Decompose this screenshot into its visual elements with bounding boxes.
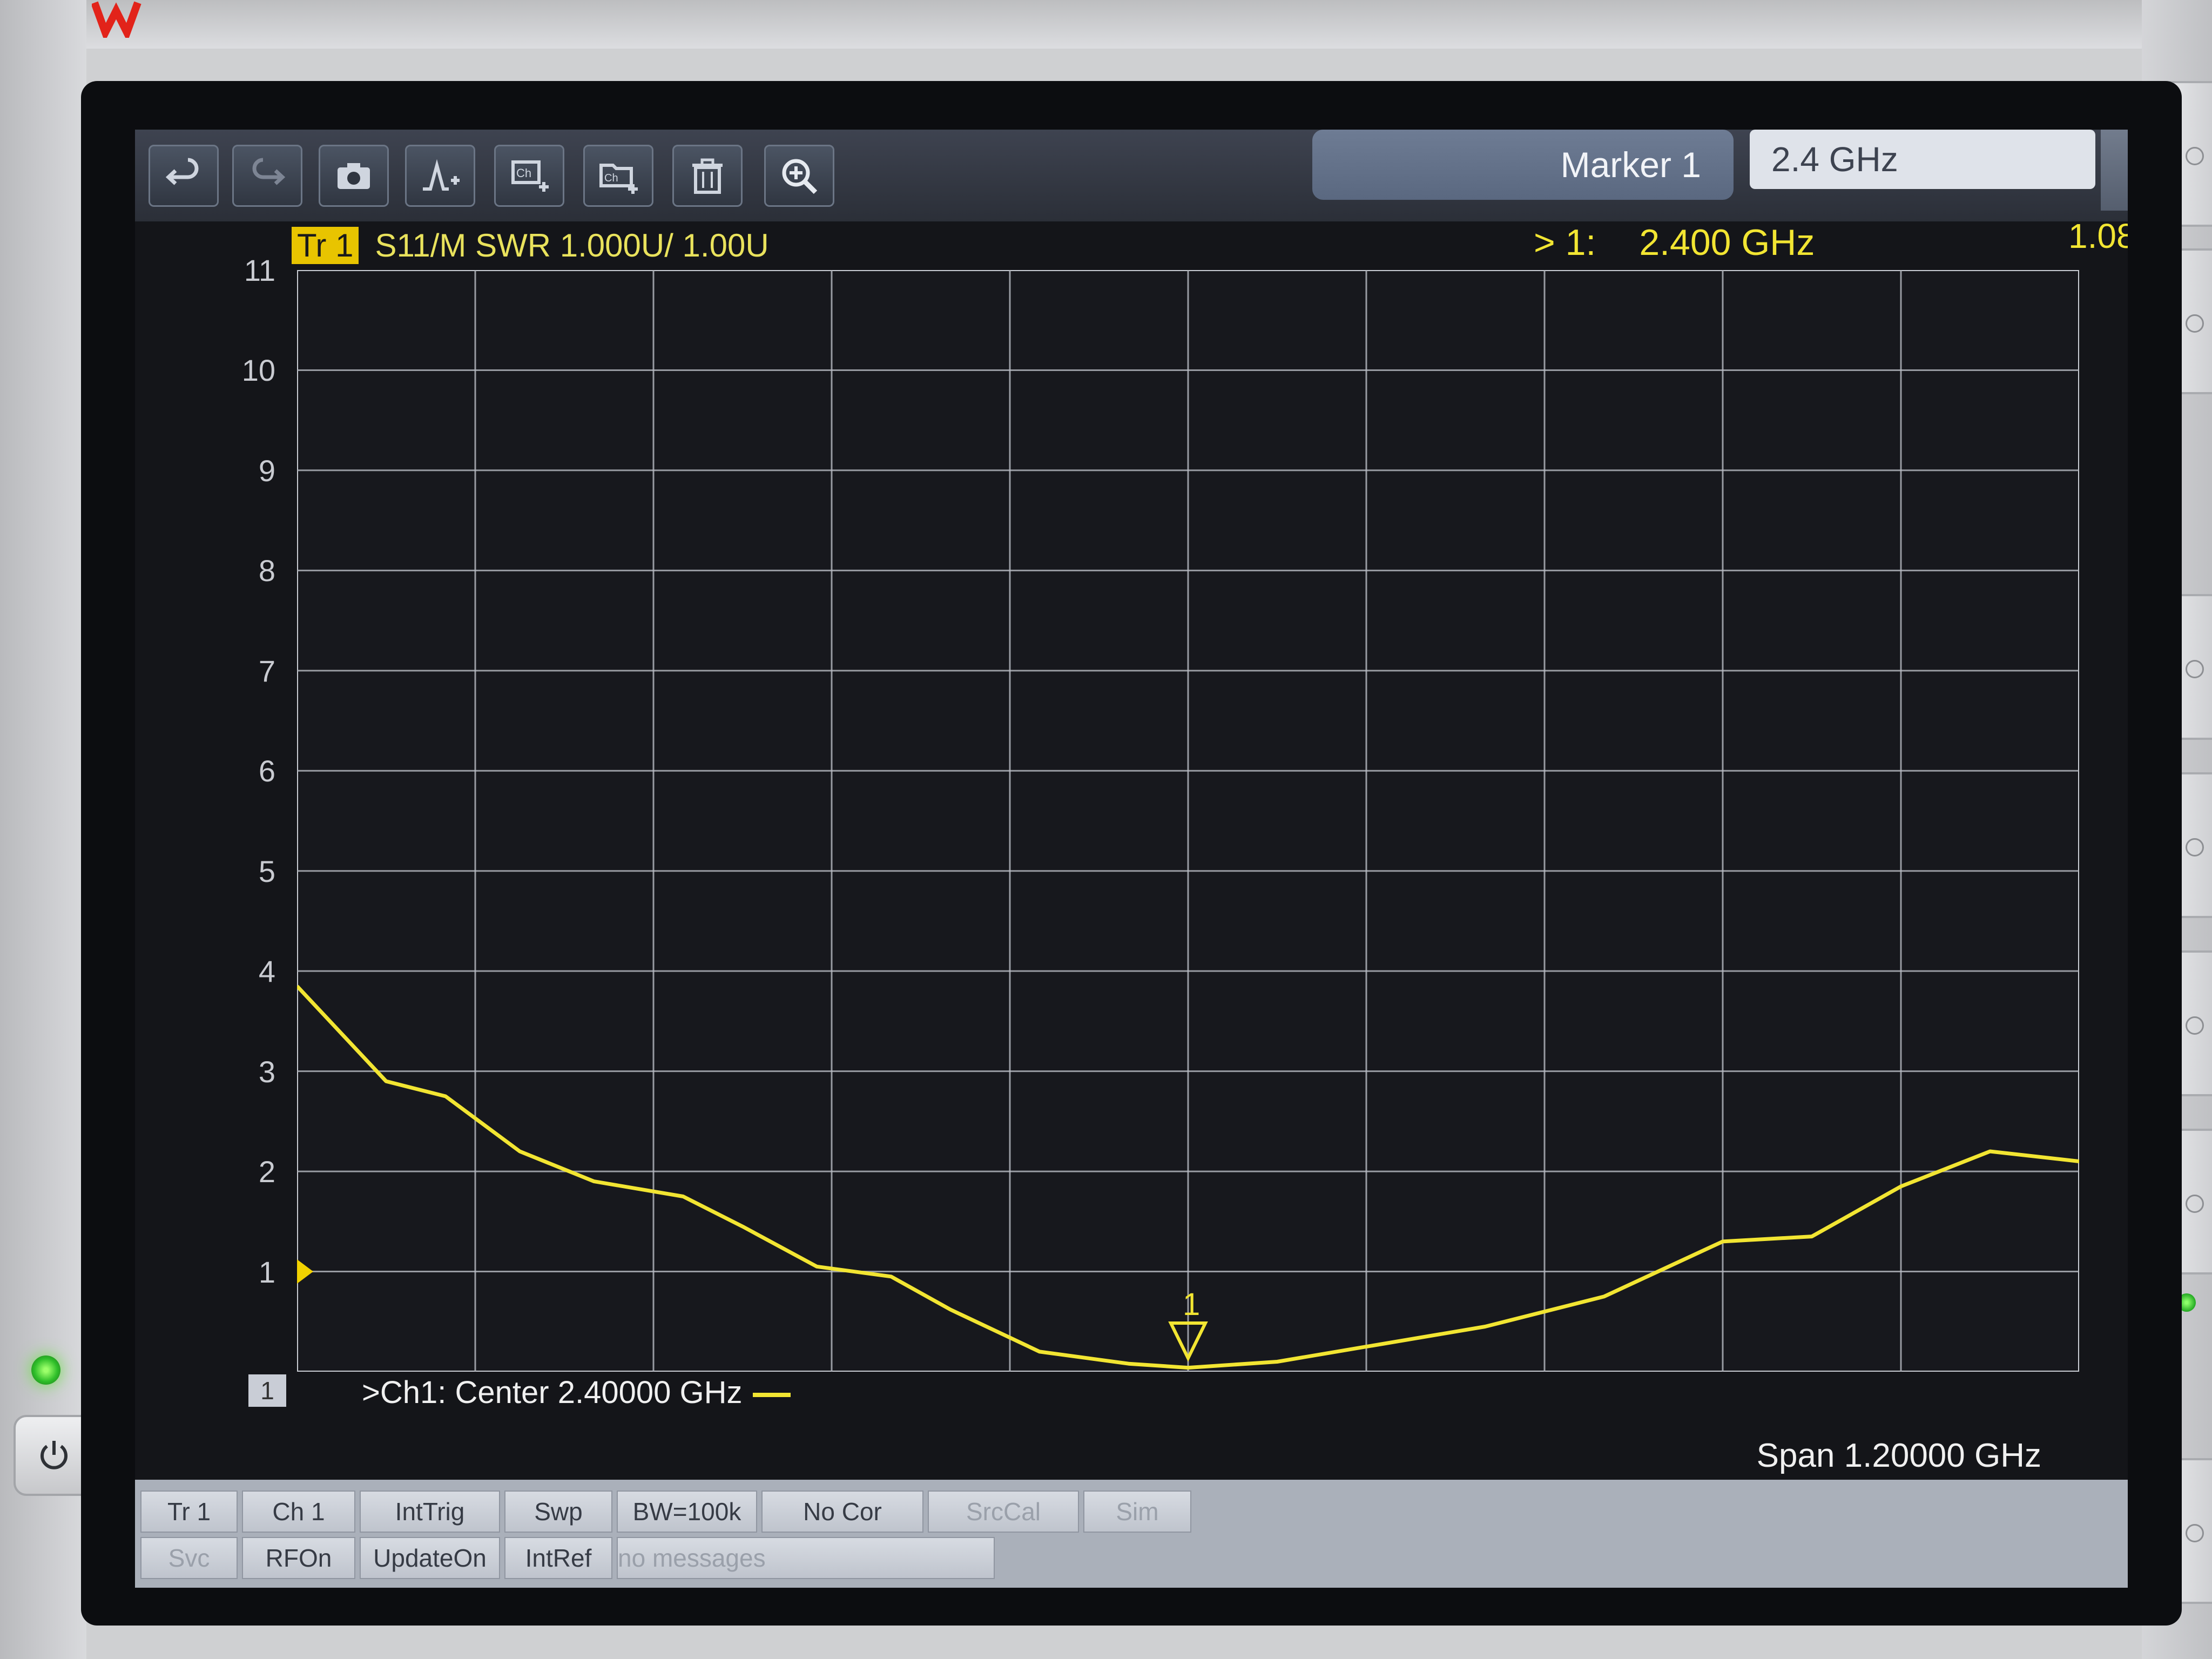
add-marker-button[interactable] <box>405 145 475 207</box>
marker-readout-index: > 1: <box>1534 222 1596 263</box>
status-cell[interactable]: Sim <box>1083 1491 1191 1533</box>
y-tick-label: 8 <box>258 554 275 588</box>
status-cell[interactable]: IntRef <box>504 1537 612 1579</box>
status-cell[interactable]: Swp <box>504 1491 612 1533</box>
center-frequency-text: >Ch1: Center 2.40000 GHz <box>362 1375 743 1410</box>
power-icon <box>41 1441 68 1469</box>
y-tick-label: 5 <box>258 854 275 888</box>
instrument-left-bezel <box>0 0 86 1659</box>
add-channel-button[interactable]: Ch <box>494 145 564 207</box>
y-tick-label: 3 <box>258 1054 275 1089</box>
marker-readout: > 1: 2.400 GHz <box>1534 221 1815 264</box>
add-channel-window-button[interactable]: Ch <box>583 145 653 207</box>
swr-trace <box>297 984 2079 1370</box>
center-frequency[interactable]: >Ch1: Center 2.40000 GHz <box>362 1374 791 1411</box>
brand-logo <box>91 0 173 42</box>
zoom-button[interactable] <box>764 145 834 207</box>
status-cell[interactable]: No Cor <box>761 1491 923 1533</box>
swr-plot[interactable]: 1 <box>297 270 2079 1372</box>
power-led <box>31 1355 60 1385</box>
status-bar: Tr 1 Ch 1 IntTrig Swp BW=100k No Cor SrcCal Sim… <box>135 1480 2128 1588</box>
marker-1-triangle <box>1168 1321 1208 1362</box>
marker-frequency-input[interactable]: 2.4 GHz <box>1750 130 2095 189</box>
trace-header[interactable]: Tr 1 S11/M SWR 1.000U/ 1.00U <box>292 227 769 264</box>
undo-button[interactable] <box>149 145 219 207</box>
screenshot-button[interactable] <box>319 145 389 207</box>
marker-1-label: 1 <box>1183 1287 1200 1322</box>
camera-icon <box>338 163 370 189</box>
status-cell[interactable]: RFOn <box>242 1537 355 1579</box>
status-cell[interactable]: SrcCal <box>928 1491 1079 1533</box>
redo-button[interactable] <box>232 145 302 207</box>
y-tick-label: 9 <box>258 453 275 488</box>
trash-icon <box>692 158 723 194</box>
trace-color-swatch <box>753 1392 791 1397</box>
y-tick-label: 6 <box>258 754 275 788</box>
channel-folder-add-icon: Ch <box>599 163 638 194</box>
instrument-top-bezel <box>0 0 2212 49</box>
marker-readout-frequency: 2.400 GHz <box>1639 222 1815 263</box>
y-tick-label: 1 <box>258 1255 275 1289</box>
message-area: no messages <box>617 1537 995 1579</box>
undo-icon <box>165 158 199 185</box>
marker-add-icon <box>423 159 460 191</box>
plot-area: Tr 1 S11/M SWR 1.000U/ 1.00U > 1: 2.400 GH… <box>135 217 2128 1480</box>
trace-description: S11/M SWR 1.000U/ 1.00U <box>375 227 769 264</box>
y-tick-label: 7 <box>258 653 275 688</box>
status-cell[interactable]: Ch 1 <box>242 1491 355 1533</box>
svg-text:Ch: Ch <box>516 166 531 180</box>
status-cell[interactable]: Svc <box>140 1537 238 1579</box>
status-cell[interactable]: UpdateOn <box>360 1537 500 1579</box>
span-frequency[interactable]: Span 1.20000 GHz <box>1756 1437 2041 1474</box>
channel-add-icon: Ch <box>511 160 549 192</box>
status-cell[interactable]: IntTrig <box>360 1491 500 1533</box>
zoom-icon <box>782 159 818 194</box>
y-tick-label: 11 <box>244 253 275 287</box>
redo-icon <box>252 158 286 185</box>
keypad-button[interactable] <box>2101 130 2128 211</box>
status-cell[interactable]: Tr 1 <box>140 1491 238 1533</box>
y-tick-label: 2 <box>258 1155 275 1189</box>
channel-number-box[interactable]: 1 <box>248 1374 286 1407</box>
toolbar: Ch Ch Marker 1 2.4 GHz <box>135 130 2128 221</box>
delete-button[interactable] <box>672 145 743 207</box>
trace-tag[interactable]: Tr 1 <box>292 227 359 264</box>
marker-readout-value: 1.08 <box>2068 217 2128 255</box>
svg-text:Ch: Ch <box>604 172 618 184</box>
marker-label: Marker 1 <box>1312 130 1734 200</box>
status-cell[interactable]: BW=100k <box>617 1491 757 1533</box>
reference-level-pointer <box>297 1259 313 1284</box>
y-tick-label: 4 <box>258 954 275 989</box>
y-tick-label: 10 <box>241 353 275 388</box>
analyzer-screen: Ch Ch Marker 1 2.4 GHz Tr 1 S11/M SWR 1.0… <box>135 130 2128 1588</box>
